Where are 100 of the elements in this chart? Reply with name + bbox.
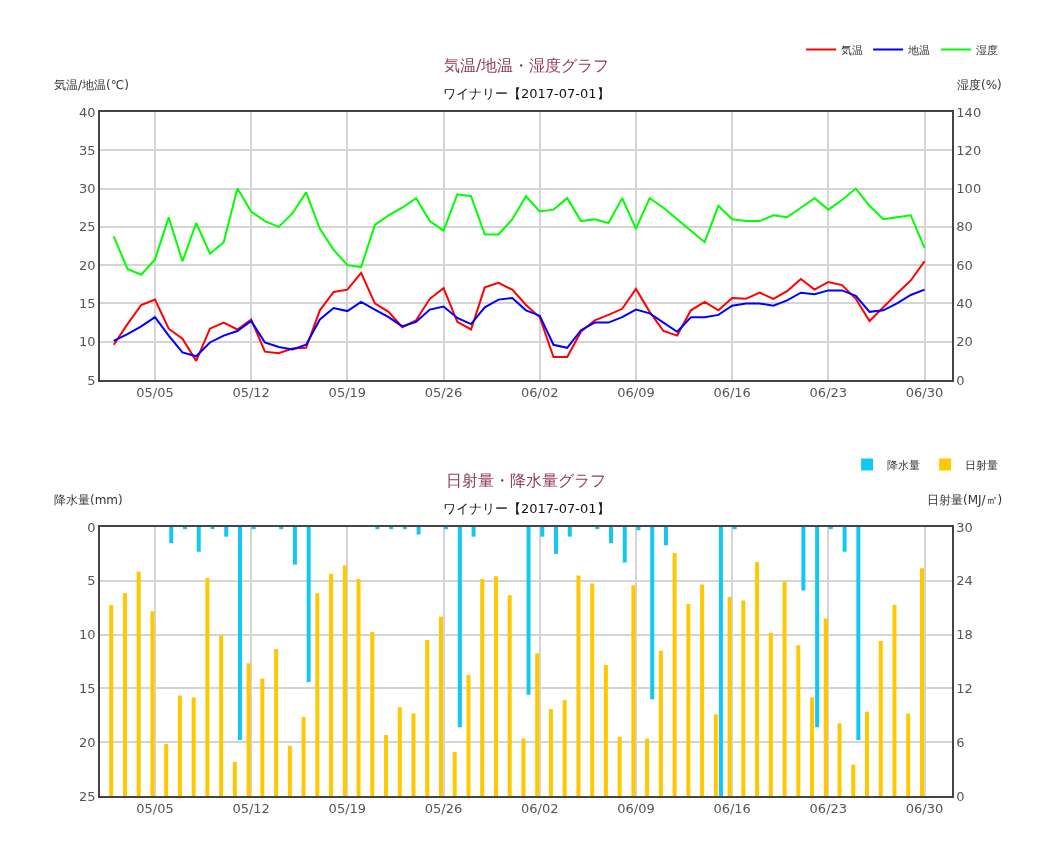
bar	[521, 738, 526, 796]
bar	[622, 527, 627, 563]
bar	[274, 648, 279, 796]
y2-axis-title: 湿度(%)	[957, 78, 1002, 92]
bar	[342, 565, 347, 796]
y2-tick-label: 0	[956, 788, 965, 804]
chart-subtitle: ワイナリー【2017-07-01】	[443, 501, 610, 516]
legend-label: 地温	[907, 43, 931, 57]
bar	[457, 527, 462, 728]
bar	[686, 604, 691, 796]
y-tick-label: 0	[87, 519, 96, 535]
chart-title: 日射量・降水量グラフ	[446, 471, 606, 490]
bar	[452, 752, 457, 796]
bar	[292, 527, 297, 565]
bar	[609, 527, 613, 544]
bar	[109, 605, 114, 796]
y2-tick-label: 40	[956, 295, 973, 311]
bar	[246, 663, 251, 796]
bar	[768, 632, 773, 796]
bar	[645, 738, 650, 796]
y-tick-label: 5	[87, 573, 96, 589]
bar	[796, 645, 801, 796]
bar	[136, 571, 141, 796]
y-tick-label: 35	[79, 142, 96, 158]
y-tick-label: 20	[79, 257, 96, 273]
bar	[755, 561, 760, 796]
x-tick-label: 05/12	[232, 801, 270, 817]
y2-tick-label: 120	[956, 142, 982, 158]
bar	[370, 631, 375, 796]
x-tick-label: 05/26	[424, 385, 463, 401]
bar	[856, 527, 861, 741]
bar	[329, 573, 334, 796]
bar	[356, 579, 361, 796]
bar	[287, 745, 292, 796]
bar	[919, 568, 924, 796]
y2-tick-label: 60	[956, 257, 973, 273]
bar	[526, 527, 531, 695]
x-tick-label: 06/30	[905, 385, 944, 401]
y-axis-title: 気温/地温(℃)	[54, 78, 129, 92]
bar	[196, 527, 201, 552]
y2-tick-label: 30	[956, 519, 973, 535]
bar	[590, 583, 595, 796]
x-tick-label: 05/12	[232, 385, 270, 401]
bar	[567, 527, 572, 537]
bar	[397, 707, 402, 796]
x-tick-label: 06/16	[713, 801, 751, 817]
bar	[224, 527, 229, 537]
x-tick-label: 05/05	[136, 801, 174, 817]
bar	[713, 714, 718, 796]
bar	[554, 527, 559, 554]
bar	[906, 713, 911, 796]
x-tick-label: 05/19	[328, 385, 367, 401]
bar	[191, 697, 196, 796]
bar	[315, 593, 320, 796]
bar	[617, 736, 622, 796]
bar	[439, 616, 443, 796]
y2-tick-label: 12	[956, 680, 973, 696]
y-tick-label: 30	[79, 181, 96, 197]
y2-axis-title: 日射量(MJ/㎡)	[927, 493, 1003, 507]
x-tick-label: 05/19	[328, 801, 367, 817]
bar	[122, 593, 127, 796]
bar	[851, 764, 856, 796]
y-axis-title: 降水量(mm)	[54, 493, 123, 507]
bar	[384, 735, 389, 796]
x-tick-label: 06/09	[617, 801, 655, 817]
bar	[823, 618, 828, 796]
bar	[260, 678, 265, 796]
bar	[471, 527, 476, 537]
y2-tick-label: 18	[956, 627, 973, 643]
bar	[815, 527, 820, 728]
y-tick-label: 25	[79, 219, 96, 235]
bar	[810, 697, 815, 796]
bar	[169, 527, 174, 544]
y2-tick-label: 24	[956, 573, 973, 589]
y-tick-label: 15	[79, 295, 96, 311]
bar	[205, 578, 210, 796]
bar	[237, 527, 242, 741]
x-tick-label: 06/02	[521, 801, 559, 817]
bar	[562, 700, 567, 796]
y-tick-label: 10	[79, 627, 96, 643]
bar	[177, 695, 182, 796]
x-tick-label: 06/30	[905, 801, 944, 817]
bar	[842, 527, 847, 552]
bar	[480, 579, 485, 796]
bar	[576, 575, 581, 796]
y-tick-label: 20	[79, 734, 96, 750]
chart-title: 気温/地温・湿度グラフ	[444, 56, 610, 75]
bar	[232, 761, 237, 796]
bar	[631, 585, 636, 796]
y2-tick-label: 20	[956, 334, 973, 350]
x-tick-label: 06/16	[713, 385, 751, 401]
y2-tick-label: 80	[956, 219, 973, 235]
bar	[658, 650, 663, 796]
line-series	[112, 288, 926, 358]
legend-label: 日射量	[965, 458, 999, 472]
y2-tick-label: 140	[956, 104, 982, 120]
bar	[164, 743, 169, 796]
bar	[741, 600, 746, 796]
bar	[672, 553, 677, 796]
bar	[663, 527, 668, 546]
